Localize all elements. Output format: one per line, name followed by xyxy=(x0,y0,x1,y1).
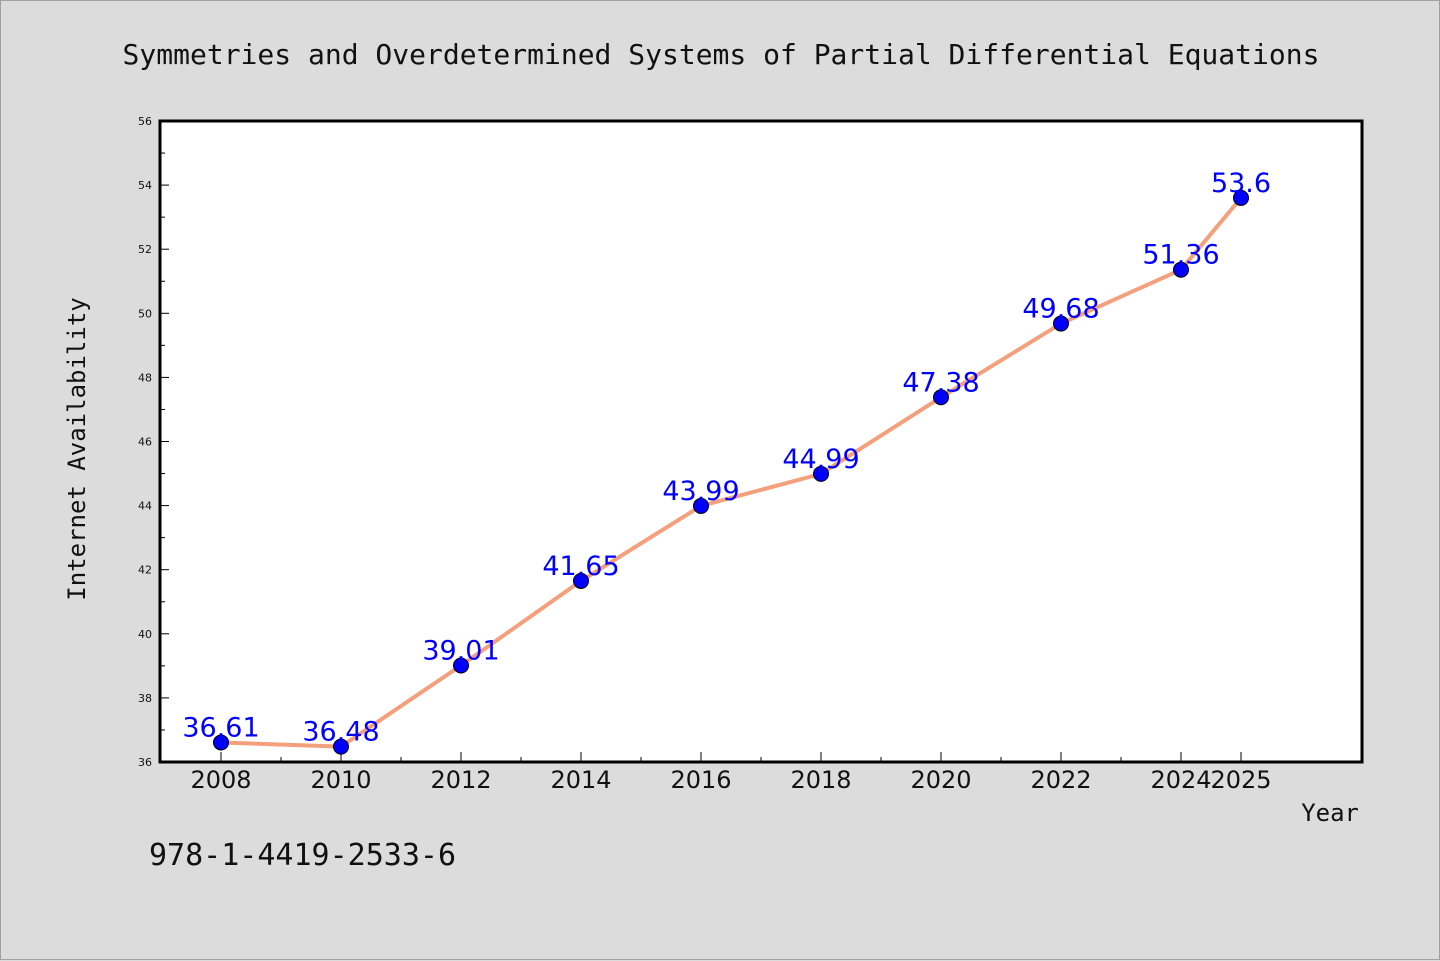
y-tick-label: 56 xyxy=(138,115,152,128)
data-label: 39.01 xyxy=(422,636,499,667)
data-point xyxy=(693,497,709,514)
y-tick-label: 42 xyxy=(138,564,152,577)
data-point xyxy=(1233,189,1249,206)
y-axis-ticks: 36 38 40 42 44 46 48 50 52 54 56 xyxy=(138,115,169,769)
data-point xyxy=(933,389,949,406)
x-tick-label: 2008 xyxy=(190,766,251,794)
x-tick-label: 2020 xyxy=(910,766,971,794)
isbn-text: 978-1-4419-2533-6 xyxy=(149,838,456,873)
y-tick-label: 40 xyxy=(138,628,152,641)
data-point xyxy=(813,465,829,482)
series-line xyxy=(219,195,1243,749)
y-tick-label: 38 xyxy=(138,692,152,705)
plot-area xyxy=(160,121,1362,762)
y-tick-label: 50 xyxy=(138,307,152,320)
data-label: 53.6 xyxy=(1211,168,1271,199)
data-label: 36.61 xyxy=(182,712,259,743)
y-tick-label: 46 xyxy=(138,436,152,449)
data-point xyxy=(1173,261,1189,278)
data-labels-layer: 36.61 36.48 39.01 41.65 43.99 44.99 47.38 49.68… xyxy=(182,168,1271,748)
x-axis-label: Year xyxy=(1301,799,1359,827)
y-tick-label: 44 xyxy=(138,500,152,513)
data-label: 49.68 xyxy=(1022,294,1099,325)
x-tick-label: 2024 xyxy=(1150,766,1211,794)
data-label: 41.65 xyxy=(542,551,619,582)
y-axis-label: Internet Availability xyxy=(63,297,91,600)
data-label: 44.99 xyxy=(782,444,859,475)
data-label: 36.48 xyxy=(302,717,379,748)
data-point xyxy=(573,572,589,589)
x-tick-label: 2012 xyxy=(430,766,491,794)
x-tick-label: 2010 xyxy=(310,766,371,794)
x-tick-label: 2025 xyxy=(1210,766,1271,794)
chart-title: Symmetries and Overdetermined Systems of… xyxy=(123,38,1320,71)
x-tick-label: 2022 xyxy=(1030,766,1091,794)
data-point xyxy=(1053,315,1069,332)
y-tick-label: 52 xyxy=(138,243,152,256)
data-label: 51.36 xyxy=(1142,240,1219,271)
data-point xyxy=(333,738,349,755)
x-tick-label: 2014 xyxy=(550,766,611,794)
x-tick-label: 2018 xyxy=(790,766,851,794)
data-point xyxy=(213,734,229,751)
data-label: 47.38 xyxy=(902,367,979,398)
x-tick-label: 2016 xyxy=(670,766,731,794)
y-tick-label: 48 xyxy=(138,371,152,384)
series-layer xyxy=(213,189,1249,755)
y-tick-label: 54 xyxy=(138,179,152,192)
plot-frame xyxy=(158,119,1364,764)
data-point xyxy=(453,657,469,674)
y-tick-label: 36 xyxy=(138,756,152,769)
data-label: 43.99 xyxy=(662,476,739,507)
